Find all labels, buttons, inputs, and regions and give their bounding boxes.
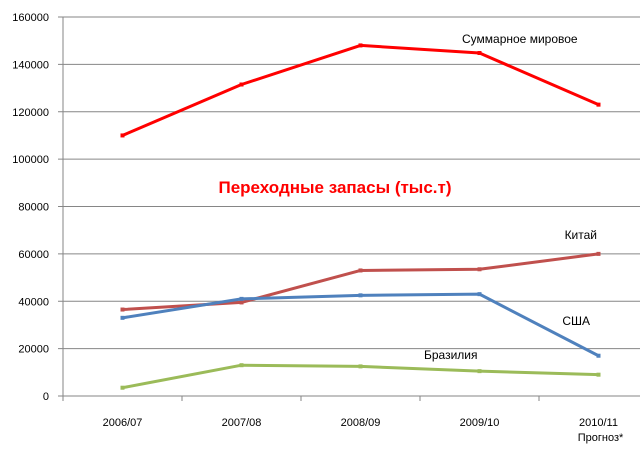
data-point	[358, 268, 363, 273]
data-point	[120, 307, 125, 312]
series-name-label: Китай	[565, 228, 597, 242]
x-tick-label: 2009/10	[460, 417, 500, 429]
data-point	[239, 82, 244, 87]
data-point	[120, 315, 125, 320]
chart-title: Переходные запасы (тыс.т)	[218, 178, 451, 197]
data-point	[358, 364, 363, 369]
y-tick-label: 40000	[18, 296, 49, 308]
y-tick-label: 140000	[12, 59, 49, 71]
series-labels: Суммарное мировое Китай США Бразилия	[424, 32, 597, 362]
series-name-label: Бразилия	[424, 348, 478, 362]
x-axis: 2006/07 2007/08 2008/09 2009/10 2010/11 Прогн…	[62, 395, 640, 444]
y-axis: 0 20000 40000 60000 80000 100000 120000 140000 1…	[12, 12, 64, 403]
series-group	[120, 43, 601, 390]
data-point	[239, 300, 244, 305]
x-tick-label: 2006/07	[103, 417, 143, 429]
gridlines	[63, 16, 640, 350]
data-point	[239, 363, 244, 368]
data-point	[120, 385, 125, 390]
data-point	[477, 292, 482, 297]
data-point	[239, 296, 244, 301]
series-line	[121, 43, 600, 137]
data-point	[358, 43, 363, 48]
x-tick-label: 2010/11	[579, 417, 618, 429]
x-tick-label: 2008/09	[341, 417, 381, 429]
data-point	[596, 102, 601, 107]
data-point	[358, 293, 363, 298]
y-tick-label: 100000	[12, 154, 49, 166]
data-point	[596, 251, 601, 256]
y-tick-label: 20000	[18, 344, 49, 356]
data-point	[596, 353, 601, 358]
data-point	[120, 133, 125, 138]
series-line	[122, 363, 599, 390]
y-tick-label: 0	[43, 391, 49, 403]
series-name-label: Суммарное мировое	[462, 32, 578, 46]
y-tick-label: 60000	[18, 249, 49, 261]
y-tick-label: 120000	[12, 107, 49, 119]
x-tick-label: 2007/08	[222, 417, 262, 429]
y-tick-label: 160000	[12, 12, 49, 24]
data-point	[477, 369, 482, 374]
y-tick-label: 80000	[18, 202, 49, 214]
data-point	[477, 267, 482, 272]
data-point	[477, 51, 482, 56]
series-name-label: США	[562, 314, 590, 328]
x-tick-sublabel: Прогноз*	[578, 432, 624, 444]
series-line	[122, 292, 600, 358]
data-point	[596, 372, 601, 377]
